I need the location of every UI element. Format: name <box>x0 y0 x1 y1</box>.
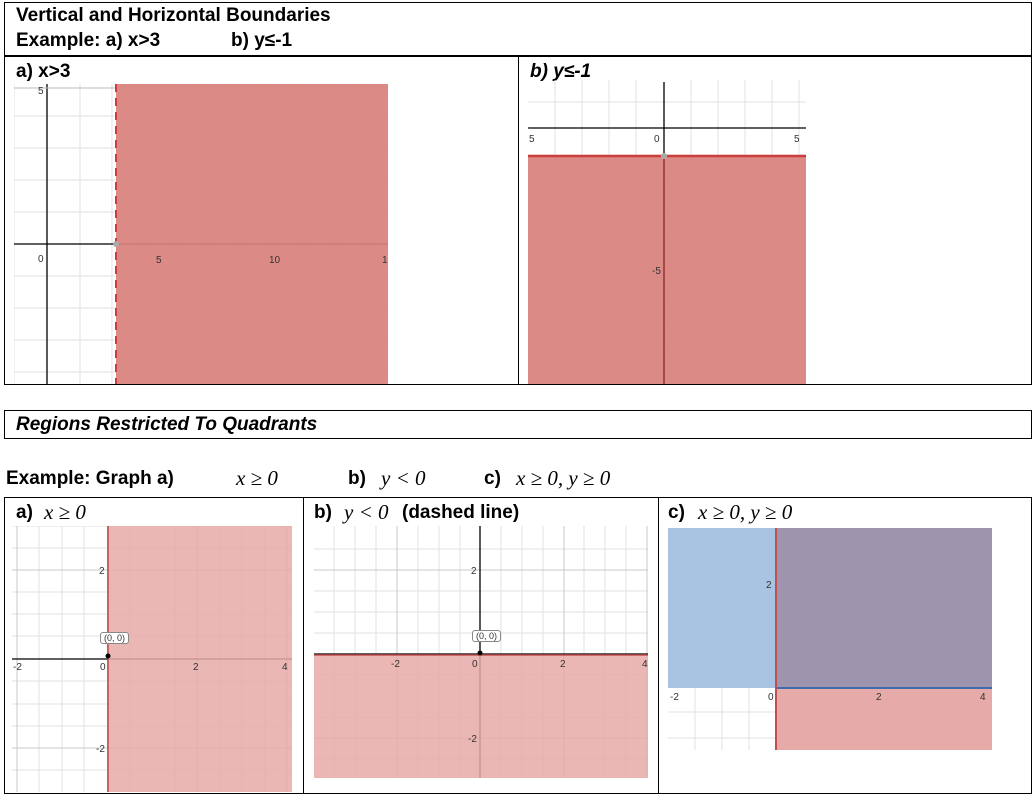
section2-example-c-prefix: c) <box>484 468 501 489</box>
section2-example-c-math: x ≥ 0, y ≥ 0 <box>516 466 611 490</box>
graph4-tick-x4: 4 <box>642 659 648 670</box>
section2-panel-c <box>658 497 1032 794</box>
graph5-tick-y2: 2 <box>766 580 772 591</box>
graph4-tick-xm2: -2 <box>391 659 400 670</box>
graph2-point <box>661 153 667 159</box>
graph2-tick-x5: 5 <box>794 134 800 145</box>
graph5-red-region <box>776 688 992 750</box>
graph1-shaded-region <box>116 84 388 384</box>
graph-x-gt-3: 5 0 5 10 1 <box>14 84 388 384</box>
section2-header-box <box>4 410 1032 439</box>
graph1-tick-x5: 5 <box>156 255 162 266</box>
graph-y-le-minus-1: 5 0 5 -5 <box>528 80 806 384</box>
panel-2c-prefix: c) <box>668 502 685 523</box>
panel-2b-suffix: (dashed line) <box>402 502 520 523</box>
graph3-tick-x2: 2 <box>193 662 199 673</box>
graph-first-quadrant: -2 0 2 4 2 <box>668 528 992 750</box>
graph1-tick-y5: 5 <box>38 86 44 97</box>
panel-2b-prefix: b) <box>314 502 332 523</box>
graph4-origin-point <box>477 650 483 656</box>
graph5-tick-x4: 4 <box>980 692 986 703</box>
section1-title: Vertical and Horizontal Boundaries <box>16 5 331 26</box>
graph4-tick-x0: 0 <box>472 659 478 670</box>
panel-b-label: b) y≤-1 <box>530 61 592 82</box>
graph5-tick-x2: 2 <box>876 692 882 703</box>
graph2-tick-ym5: -5 <box>652 266 661 277</box>
graph1-tick-x15: 1 <box>382 255 388 266</box>
graph2-tick-x0: 0 <box>654 134 660 145</box>
section1-header-box <box>4 2 1032 56</box>
graph4-tick-ym2: -2 <box>468 734 477 745</box>
section1-example-a: Example: a) x>3 <box>16 30 161 51</box>
graph5-overlap-region <box>776 528 992 688</box>
graph1-point <box>113 241 119 247</box>
graph3-tick-xm2: -2 <box>13 662 22 673</box>
section2-example-intro: Example: Graph a) <box>6 468 174 489</box>
graph3-tick-y2: 2 <box>99 566 105 577</box>
graph4-shaded-region <box>314 655 648 778</box>
graph4-point-label: (0, 0) <box>472 630 502 642</box>
graph-x-ge-0: -2 0 2 4 2 -2 <box>12 526 292 792</box>
section2-example-a-math: x ≥ 0 <box>236 466 278 490</box>
section2-title: Regions Restricted To Quadrants <box>16 414 318 435</box>
section2-example-b-prefix: b) <box>348 468 366 489</box>
graph3-origin-point <box>105 653 111 659</box>
graph-y-lt-0: -2 0 2 4 2 -2 <box>314 526 648 778</box>
graph3-tick-x0: 0 <box>100 662 106 673</box>
section1-panel-b <box>518 56 1032 385</box>
graph1-tick-x10: 10 <box>269 255 281 266</box>
graph4-tick-y2: 2 <box>471 566 477 577</box>
graph3-shaded-region <box>108 526 292 792</box>
panel-2b-math: y < 0 <box>344 500 389 524</box>
graph1-tick-x0: 0 <box>38 254 44 265</box>
panel-2a-math: x ≥ 0 <box>44 500 86 524</box>
graph3-tick-ym2: -2 <box>96 744 105 755</box>
graph5-tick-x0: 0 <box>768 692 774 703</box>
graph5-tick-xm2: -2 <box>670 692 679 703</box>
section2-example-b-math: y < 0 <box>381 466 426 490</box>
section1-example-b: b) y≤-1 <box>231 30 293 51</box>
graph2-tick-xm5: 5 <box>529 134 535 145</box>
graph2-shaded-region <box>528 156 806 384</box>
graph5-blue-region <box>668 528 776 688</box>
panel-a-label: a) x>3 <box>16 61 71 82</box>
panel-2c-math: x ≥ 0, y ≥ 0 <box>698 500 793 524</box>
panel-2a-prefix: a) <box>16 502 33 523</box>
graph3-tick-x4: 4 <box>282 662 288 673</box>
graph4-tick-x2: 2 <box>560 659 566 670</box>
graph3-point-label: (0, 0) <box>100 632 130 644</box>
